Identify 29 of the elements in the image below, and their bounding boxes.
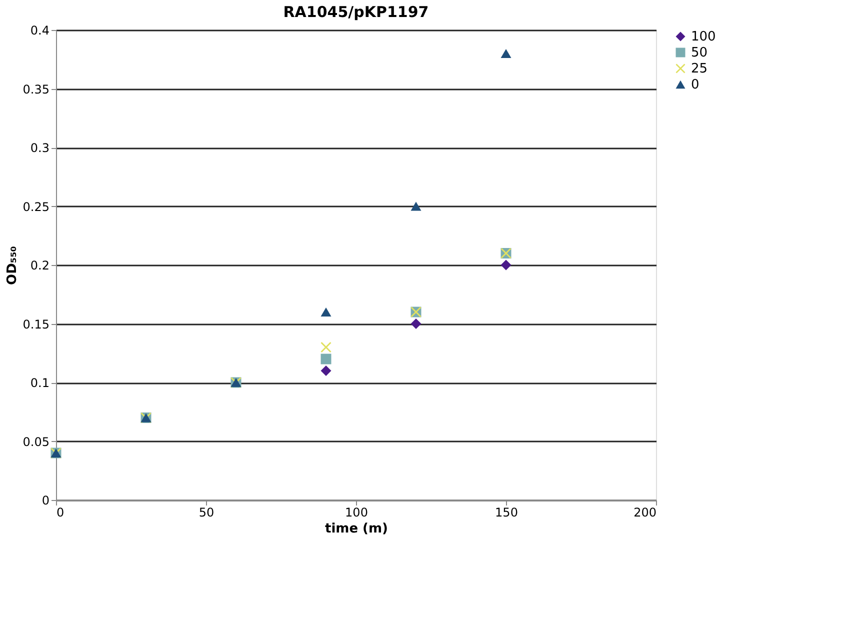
y-tick-label: 0.15 [22,317,50,332]
x-tick-label: 200 [634,506,656,520]
point [320,366,332,376]
y-tick-label: 0.1 [30,376,50,390]
legend-label: 0 [691,78,700,92]
y-tick-label: 0.05 [22,434,50,449]
legend-label: 25 [691,62,708,76]
point [410,318,422,329]
x-tick-label: 0 [56,506,64,520]
point [320,342,332,352]
y-tick-label: 0.2 [30,258,50,272]
point [320,354,332,364]
point [500,260,512,270]
y-tick-label: 0.4 [30,24,50,38]
x-axis-title: time (m) [325,522,388,536]
y-tick-label: 0.25 [22,200,50,214]
chart-title: RA1045/pKP1197 [283,3,429,21]
y-tick-label: 0 [42,494,50,508]
x-tick-label: 100 [345,506,368,520]
x-tick-label: 150 [495,506,518,520]
point [320,307,332,317]
x-tick-label: 50 [198,506,214,520]
legend-label: 100 [691,30,716,44]
point [410,202,422,211]
point [500,48,512,58]
legend-label: 50 [691,46,708,60]
y-axis-title: OD₅₅₀ [4,246,20,285]
y-tick-label: 0.35 [22,82,50,96]
y-tick-label: 0.3 [30,141,50,155]
